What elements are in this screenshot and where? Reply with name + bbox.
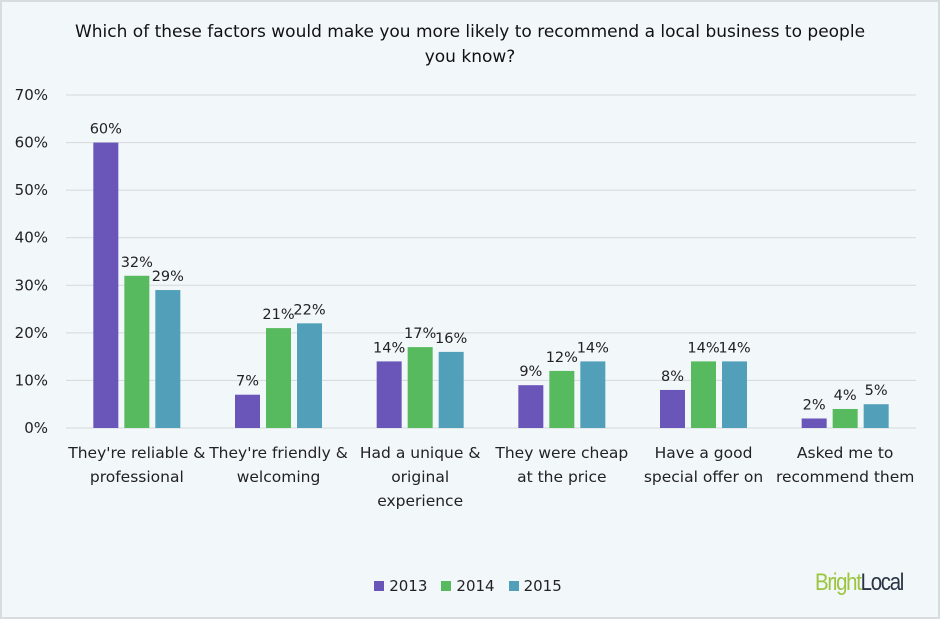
legend-item-2014: 2014 <box>441 577 495 595</box>
legend: 2013 2014 2015 <box>0 577 936 595</box>
brightlocal-logo: BrightLocal <box>815 569 905 597</box>
bar-2014 <box>407 347 433 428</box>
bar-2014 <box>549 370 575 428</box>
category-label: They were cheap <box>494 444 628 462</box>
bar-2014 <box>266 328 291 428</box>
data-label: 17% <box>404 326 436 342</box>
bar-2013 <box>660 389 685 428</box>
category-label: They're friendly & <box>208 444 348 462</box>
category-label: Had a unique & <box>360 444 481 462</box>
bar-2014 <box>691 361 716 428</box>
data-label: 9% <box>519 364 542 380</box>
category-label: professional <box>90 468 184 486</box>
data-label: 7% <box>236 374 259 390</box>
data-label: 8% <box>661 369 684 385</box>
legend-swatch <box>441 581 452 591</box>
legend-label: 2015 <box>523 577 562 595</box>
data-label: 14% <box>373 340 405 356</box>
category-label: Have a good <box>655 444 753 462</box>
category-label: original <box>391 468 449 486</box>
y-tick-label: 20% <box>15 324 48 342</box>
chart-title: Which of these factors would make you mo… <box>74 22 866 67</box>
bar-2015 <box>580 361 606 428</box>
bar-2015 <box>438 351 464 428</box>
y-tick-label: 40% <box>15 229 48 247</box>
bar-2015 <box>155 290 181 428</box>
data-label: 22% <box>293 302 325 318</box>
y-tick-label: 70% <box>15 86 48 104</box>
bar-2013 <box>518 385 544 428</box>
data-label: 14% <box>718 340 750 356</box>
data-label: 12% <box>546 350 578 366</box>
legend-item-2015: 2015 <box>508 577 562 595</box>
bar-2013 <box>235 394 260 428</box>
data-label: 60% <box>90 122 122 138</box>
data-label: 2% <box>803 397 826 413</box>
data-label: 14% <box>687 340 719 356</box>
y-tick-label: 0% <box>24 419 48 437</box>
y-tick-label: 10% <box>15 371 48 389</box>
legend-label: 2013 <box>389 577 428 595</box>
data-label: 4% <box>834 388 857 404</box>
y-tick-label: 30% <box>15 276 48 294</box>
logo-bright: Bright <box>815 569 862 596</box>
bar-2013 <box>376 361 402 428</box>
data-label: 5% <box>865 383 888 399</box>
bar-2013 <box>801 418 827 428</box>
category-label: special offer on <box>644 468 763 486</box>
bar-2015 <box>863 404 889 428</box>
category-label: They're reliable & <box>67 444 205 462</box>
data-label: 32% <box>121 255 153 271</box>
legend-label: 2014 <box>456 577 495 595</box>
category-label: Asked me to <box>797 444 894 462</box>
category-label: recommend them <box>776 468 914 486</box>
bar-2013 <box>93 142 119 429</box>
bar-2014 <box>124 275 150 428</box>
legend-swatch <box>374 581 385 591</box>
category-label: at the price <box>517 468 606 486</box>
bar-2015 <box>297 323 322 428</box>
category-label: welcoming <box>237 468 321 486</box>
y-tick-label: 50% <box>15 181 48 199</box>
logo-local: Local <box>860 569 905 596</box>
data-label: 21% <box>262 307 294 323</box>
data-label: 16% <box>435 331 467 347</box>
data-label: 14% <box>577 340 609 356</box>
data-label: 29% <box>152 269 184 285</box>
y-tick-label: 60% <box>15 134 48 152</box>
bar-2014 <box>832 408 858 428</box>
legend-swatch <box>508 581 519 591</box>
bar-2015 <box>722 361 747 428</box>
category-label: experience <box>377 492 463 510</box>
legend-item-2013: 2013 <box>374 577 427 595</box>
